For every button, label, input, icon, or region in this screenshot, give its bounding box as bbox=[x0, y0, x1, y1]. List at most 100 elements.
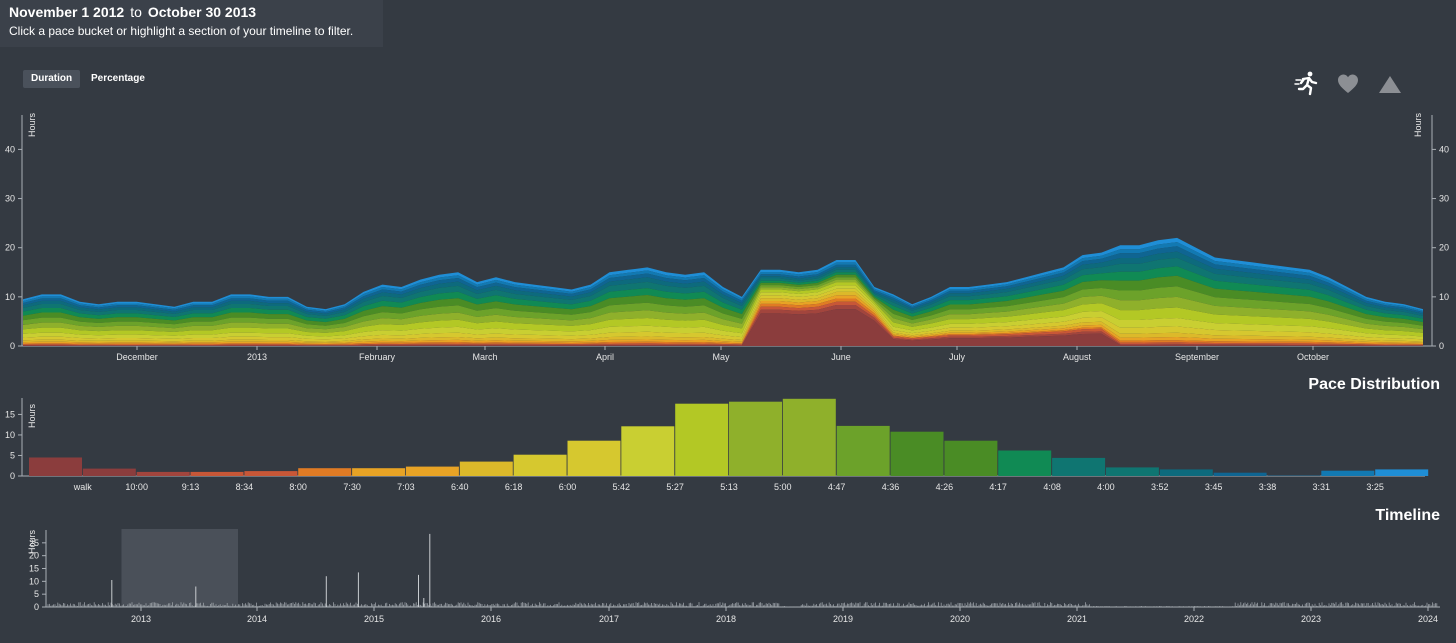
pace-distribution-chart[interactable]: 0 5 10 15 Hours walk 10:00 9:13 8:34 8:00 7:30 7:03… bbox=[5, 398, 1429, 492]
pace-label: 5:42 bbox=[613, 482, 631, 492]
pace-label: 8:34 bbox=[236, 482, 254, 492]
y-tick-label: 0 bbox=[34, 602, 39, 612]
x-tick-label: July bbox=[949, 352, 966, 362]
pace-bar[interactable] bbox=[29, 457, 82, 477]
pace-bar[interactable] bbox=[998, 450, 1052, 477]
pace-bar[interactable] bbox=[82, 468, 136, 476]
pace-bar[interactable] bbox=[944, 440, 998, 476]
pace-bar[interactable] bbox=[890, 431, 944, 476]
pace-layer-9[interactable] bbox=[23, 279, 1423, 333]
year-label: 2018 bbox=[716, 614, 736, 624]
y-tick-label: 15 bbox=[5, 409, 15, 419]
pace-label: 6:40 bbox=[451, 482, 469, 492]
pace-label: walk bbox=[73, 482, 93, 492]
pace-label: 9:13 bbox=[182, 482, 200, 492]
pace-label: 4:47 bbox=[828, 482, 846, 492]
x-tick-label: May bbox=[712, 352, 730, 362]
pace-label: 5:27 bbox=[666, 482, 684, 492]
x-tick-label: June bbox=[831, 352, 851, 362]
heart-icon[interactable] bbox=[1334, 70, 1362, 98]
pace-bar[interactable] bbox=[1213, 472, 1267, 476]
end-date: October 30 2013 bbox=[147, 4, 257, 20]
running-icon[interactable] bbox=[1293, 70, 1321, 98]
percentage-toggle[interactable]: Percentage bbox=[91, 73, 145, 84]
pace-bar[interactable] bbox=[352, 468, 406, 476]
year-label: 2021 bbox=[1067, 614, 1087, 624]
year-label: 2023 bbox=[1301, 614, 1321, 624]
year-label: 2014 bbox=[247, 614, 267, 624]
y-tick-label: 30 bbox=[5, 194, 15, 204]
pace-bar[interactable] bbox=[1105, 467, 1159, 476]
pace-bar[interactable] bbox=[782, 398, 836, 476]
year-label: 2016 bbox=[481, 614, 501, 624]
x-tick-label: August bbox=[1063, 352, 1092, 362]
pace-layer-12[interactable] bbox=[23, 266, 1423, 323]
y-tick-label: 10 bbox=[5, 292, 15, 302]
x-tick-label: December bbox=[116, 352, 158, 362]
pace-label: 3:45 bbox=[1205, 482, 1223, 492]
header-panel: November 1 2012 to October 30 2013 Click a… bbox=[0, 0, 383, 47]
pace-bar[interactable] bbox=[405, 466, 459, 476]
pace-layer-10[interactable] bbox=[23, 277, 1423, 330]
pace-bar[interactable] bbox=[1375, 469, 1429, 476]
metric-selector bbox=[1290, 70, 1410, 98]
pace-bar[interactable] bbox=[675, 403, 729, 476]
pace-distribution-title: Pace Distribution bbox=[1308, 376, 1440, 393]
pace-bar[interactable] bbox=[729, 401, 782, 476]
year-label: 2022 bbox=[1184, 614, 1204, 624]
pace-layer-0[interactable] bbox=[23, 309, 1423, 346]
pace-label: 6:00 bbox=[559, 482, 577, 492]
pace-bar[interactable] bbox=[567, 440, 621, 476]
y-tick-label: 10 bbox=[29, 576, 39, 586]
y-tick-label: 5 bbox=[34, 589, 39, 599]
pace-layer-11[interactable] bbox=[23, 274, 1423, 326]
pace-bar[interactable] bbox=[459, 461, 513, 476]
y-tick-label: 15 bbox=[29, 564, 39, 574]
pace-bar[interactable] bbox=[1159, 469, 1213, 476]
to-label: to bbox=[130, 4, 142, 20]
pace-layer-6[interactable] bbox=[23, 288, 1423, 342]
timeline-brush[interactable] bbox=[121, 529, 239, 607]
pace-label: 7:30 bbox=[343, 482, 361, 492]
pace-label: 5:00 bbox=[774, 482, 792, 492]
pace-label: 3:25 bbox=[1366, 482, 1384, 492]
stacked-area-chart[interactable]: 0 0 10 10 20 20 30 30 40 40 Hours Hours December 2013… bbox=[5, 112, 1449, 362]
pace-label: 7:03 bbox=[397, 482, 415, 492]
pace-bar[interactable] bbox=[1321, 470, 1375, 476]
pace-layer-8[interactable] bbox=[23, 282, 1423, 337]
timeline-daily-bars bbox=[47, 602, 1438, 607]
date-range: November 1 2012 to October 30 2013 bbox=[9, 4, 256, 20]
duration-toggle[interactable]: Duration bbox=[23, 70, 81, 88]
y-tick-label: 20 bbox=[5, 243, 15, 253]
pace-bar[interactable] bbox=[513, 454, 567, 476]
pace-label: 4:36 bbox=[882, 482, 900, 492]
pace-label: 4:00 bbox=[1097, 482, 1115, 492]
pace-bar[interactable] bbox=[298, 468, 352, 476]
x-tick-label: February bbox=[359, 352, 396, 362]
y-tick-label-right: 30 bbox=[1439, 194, 1449, 204]
y-tick-label-right: 0 bbox=[1439, 341, 1444, 351]
x-tick-label: 2013 bbox=[247, 352, 267, 362]
pace-layer-5[interactable] bbox=[23, 291, 1423, 343]
y-tick-label: 40 bbox=[5, 144, 15, 154]
pace-label: 4:08 bbox=[1043, 482, 1061, 492]
year-label: 2019 bbox=[833, 614, 853, 624]
y-tick-label-right: 20 bbox=[1439, 243, 1449, 253]
pace-bar[interactable] bbox=[136, 471, 190, 476]
mountain-icon[interactable] bbox=[1376, 70, 1404, 98]
pace-bar[interactable] bbox=[621, 426, 675, 476]
pace-label: 3:38 bbox=[1259, 482, 1277, 492]
filter-instructions: Click a pace bucket or highlight a secti… bbox=[9, 24, 354, 38]
x-tick-label: September bbox=[1175, 352, 1219, 362]
pace-label: 5:13 bbox=[720, 482, 738, 492]
pace-bar[interactable] bbox=[836, 425, 890, 476]
y-tick-label: 25 bbox=[29, 538, 39, 548]
pace-bar[interactable] bbox=[190, 471, 244, 476]
year-label: 2013 bbox=[131, 614, 151, 624]
year-label: 2017 bbox=[599, 614, 619, 624]
pace-label: 4:26 bbox=[936, 482, 954, 492]
pace-bar[interactable] bbox=[244, 471, 298, 476]
pace-bar[interactable] bbox=[1052, 457, 1106, 476]
